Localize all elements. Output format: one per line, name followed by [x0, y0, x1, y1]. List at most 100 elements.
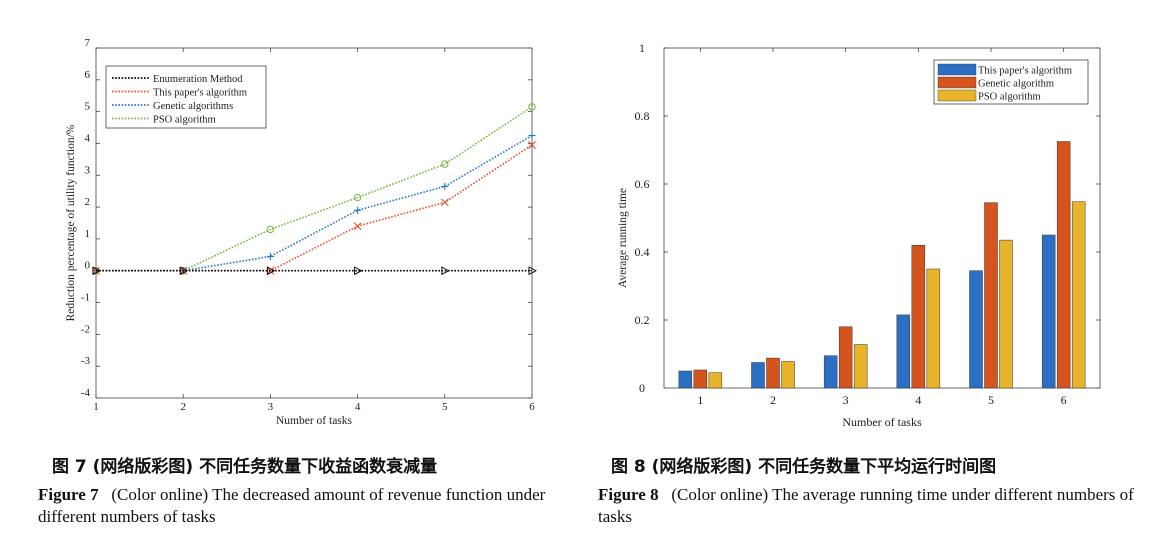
legend-label: Genetic algorithms	[153, 101, 233, 112]
figure-8: 0 0.2 0.4 0.6 0.8 1 1 2 3 4 5 6 Number of tasks Avera…	[580, 0, 1158, 440]
bar	[984, 202, 998, 389]
series-0	[92, 266, 537, 276]
figure-8-caption-text: (Color online) The average running time …	[598, 485, 1134, 526]
bar	[926, 268, 941, 389]
x-axis-label: Number of tasks	[276, 415, 353, 427]
y-tick-label: 2	[85, 196, 91, 208]
bar	[708, 372, 723, 389]
legend-swatch	[937, 89, 977, 102]
bar	[678, 370, 693, 389]
legend-swatch	[937, 76, 977, 89]
series-2	[92, 131, 536, 275]
bar	[766, 357, 780, 389]
legend: Enumeration Method This paper's algorithm…	[105, 65, 267, 129]
x-tick-label: 6	[1061, 393, 1067, 407]
series-line	[96, 134, 533, 272]
data-point	[528, 131, 536, 140]
x-tick-label: 1	[697, 393, 703, 407]
series-line	[96, 106, 533, 272]
figure-7-caption-zh: 图 7 (网络版彩图) 不同任务数量下收益函数衰减量	[52, 457, 438, 477]
figure-8-label: Figure 8	[598, 485, 659, 504]
y-tick-label: 3	[85, 164, 91, 176]
x-tick-label: 1	[93, 401, 99, 413]
y-tick-label: 0	[639, 381, 645, 395]
data-point	[266, 252, 274, 261]
legend-label: This paper's algorithm	[153, 88, 247, 99]
y-tick-label: -2	[81, 323, 90, 335]
legend-label: PSO algorithm	[153, 115, 216, 126]
series-1	[92, 141, 536, 275]
data-point	[441, 182, 449, 191]
y-tick-label: 0.4	[635, 245, 650, 259]
y-tick-label: 1	[85, 228, 91, 240]
plot-frame	[663, 47, 1101, 389]
y-tick-label: 0.8	[635, 109, 650, 123]
data-point	[440, 198, 449, 207]
series-line	[96, 144, 533, 272]
data-point	[179, 266, 189, 276]
y-tick-label: -1	[81, 292, 90, 304]
data-point	[92, 266, 101, 276]
y-tick-label: 0.2	[635, 313, 650, 327]
data-point	[441, 266, 450, 276]
y-tick-label: 0	[85, 260, 91, 272]
y-tick-label: 0.6	[635, 177, 650, 191]
x-tick-label: 4	[915, 393, 921, 407]
y-tick-label: 6	[85, 69, 91, 81]
x-tick-label: 3	[268, 401, 274, 413]
y-tick-label: 5	[85, 101, 91, 113]
bar	[1041, 234, 1056, 389]
y-axis-label: Average running time	[617, 188, 629, 288]
data-point	[266, 225, 275, 234]
legend-label: PSO algorithm	[978, 92, 1041, 103]
x-axis-label: Number of tasks	[842, 415, 922, 429]
x-tick-label: 2	[770, 393, 776, 407]
bar	[693, 369, 708, 389]
y-tick-label: 4	[85, 132, 91, 144]
data-point	[266, 266, 276, 276]
bar	[999, 239, 1013, 389]
figure-8-caption-en: Figure 8 (Color online) The average runn…	[598, 484, 1138, 528]
data-point	[353, 193, 362, 202]
legend-swatch	[937, 63, 977, 76]
figure-8-caption-zh: 图 8 (网络版彩图) 不同任务数量下平均运行时间图	[611, 457, 997, 477]
x-tick-label: 4	[355, 401, 361, 413]
legend-label: Enumeration Method	[153, 74, 243, 85]
bar	[896, 314, 911, 389]
data-point	[528, 103, 536, 111]
bar	[911, 244, 926, 389]
bar	[1071, 201, 1086, 389]
line-chart: -4 -3 -2 -1 0 1 2 3 4 5 6 7 1 2 3 4 5 6 Number of tasks Red…	[65, 37, 537, 427]
bar	[838, 326, 853, 389]
bar-chart: 0 0.2 0.4 0.6 0.8 1 1 2 3 4 5 6 Number of tasks Avera…	[617, 41, 1101, 429]
y-tick-label: 7	[85, 37, 91, 49]
y-tick-label: -4	[81, 387, 91, 399]
y-tick-label: -3	[81, 355, 91, 367]
legend: This paper's algorithm Genetic algorithm P…	[933, 59, 1089, 105]
data-point	[441, 160, 449, 168]
legend-label: This paper's algorithm	[978, 66, 1072, 77]
data-point	[354, 206, 362, 214]
x-tick-label: 5	[988, 393, 994, 407]
data-point	[353, 222, 362, 231]
figure-7-label: Figure 7	[38, 485, 99, 504]
x-tick-label: 6	[529, 401, 535, 413]
legend-label: Genetic algorithm	[978, 79, 1054, 90]
x-tick-label: 3	[843, 393, 849, 407]
figure-7-caption-text: (Color online) The decreased amount of r…	[38, 485, 546, 526]
bar	[823, 355, 838, 389]
figure-7-caption-en: Figure 7 (Color online) The decreased am…	[38, 484, 578, 528]
x-tick-label: 2	[180, 401, 186, 413]
x-tick-label: 5	[442, 401, 448, 413]
bar	[751, 362, 765, 389]
plot-frame	[95, 47, 533, 399]
data-point	[528, 141, 536, 150]
bar	[853, 344, 868, 389]
bar	[1056, 141, 1071, 389]
data-point	[528, 266, 537, 276]
bar	[781, 361, 795, 389]
series-3	[92, 103, 536, 275]
y-tick-label: 1	[639, 41, 645, 55]
figure-7: -4 -3 -2 -1 0 1 2 3 4 5 6 7 1 2 3 4 5 6 Number of tasks Red…	[0, 0, 560, 440]
data-point	[354, 266, 363, 276]
